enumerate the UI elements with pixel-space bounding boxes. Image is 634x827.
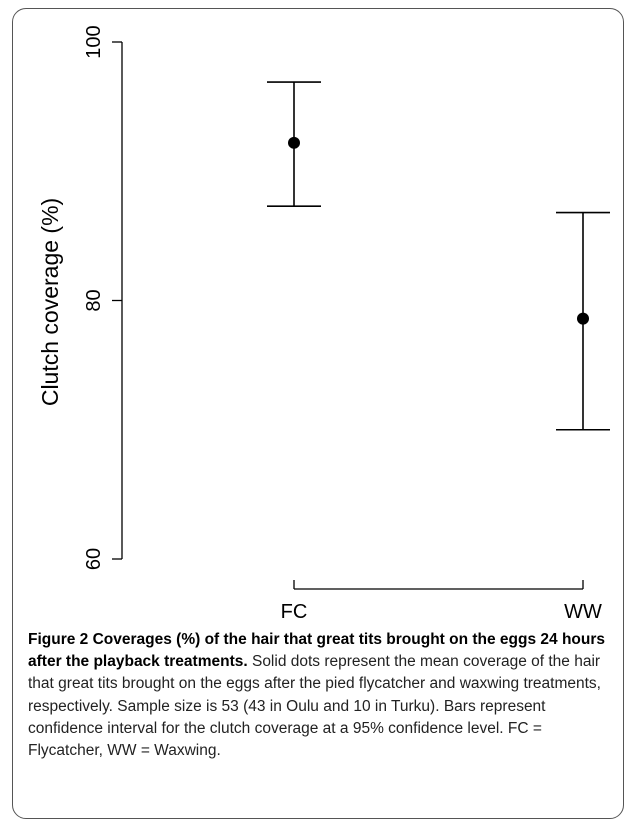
x-axis: FC WW: [281, 580, 602, 623]
y-axis-label: Clutch coverage (%): [37, 198, 63, 406]
mean-point: [577, 312, 589, 325]
figure-frame: [12, 8, 624, 819]
chart-plot: 60 80 100 FC WW Clutch coverage (%): [37, 25, 610, 623]
x-tick-label: FC: [281, 601, 308, 623]
caption-title: Figure 2 Coverages (%) of the hair that …: [28, 631, 606, 671]
y-tick-label: 60: [83, 548, 105, 570]
figure-caption: Figure 2 Coverages (%) of the hair that …: [28, 629, 612, 762]
x-tick-label: WW: [564, 601, 602, 623]
mean-point: [288, 136, 300, 149]
caption-body: Solid dots represent the mean coverage o…: [28, 653, 601, 760]
chart-marks: [267, 81, 610, 431]
y-axis: 60 80 100: [83, 25, 123, 570]
y-tick-label: 80: [83, 289, 105, 311]
y-tick-label: 100: [83, 25, 105, 58]
